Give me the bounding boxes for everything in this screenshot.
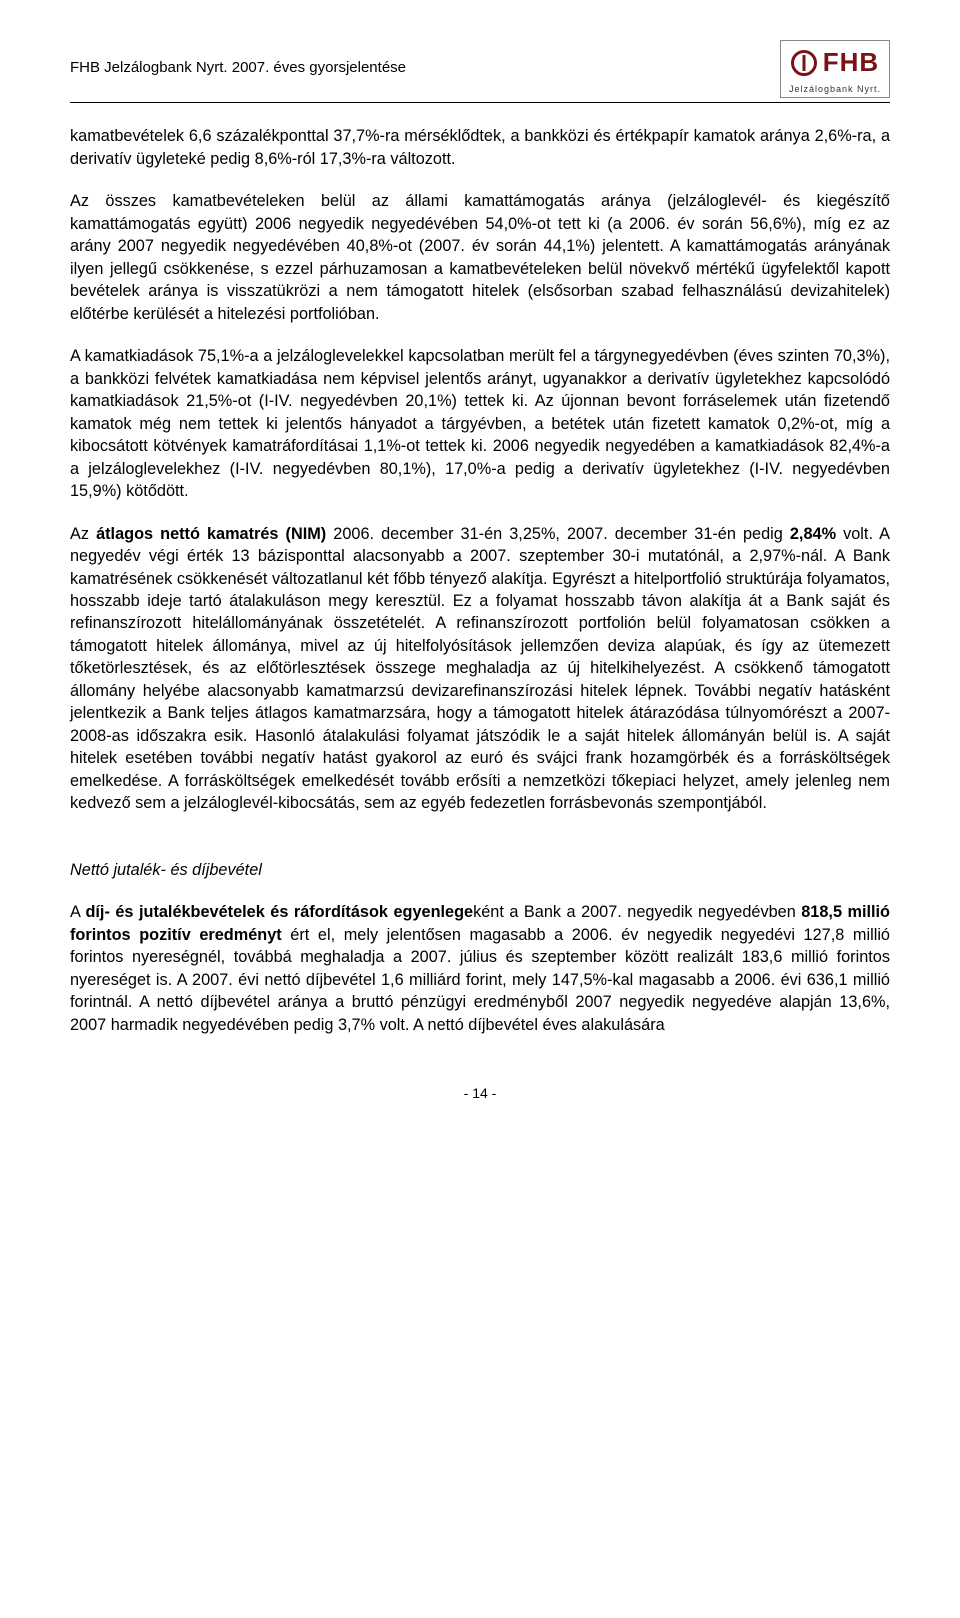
paragraph-3: A kamatkiadások 75,1%-a a jelzáloglevele… xyxy=(70,345,890,502)
p4-post: volt. A negyedév végi érték 13 bázispont… xyxy=(70,525,890,813)
p5-bold-balance: díj- és jutalékbevételek és ráfordítások… xyxy=(85,903,473,921)
paragraph-4: Az átlagos nettó kamatrés (NIM) 2006. de… xyxy=(70,523,890,815)
p4-bold-nim: átlagos nettó kamatrés (NIM) xyxy=(96,525,326,543)
paragraph-5: A díj- és jutalékbevételek és ráfordítás… xyxy=(70,901,890,1036)
p4-pre: Az xyxy=(70,525,96,543)
page-number: - 14 - xyxy=(70,1084,890,1103)
p5-mid1: ként a Bank a 2007. negyedik negyedévben xyxy=(473,903,801,921)
p5-pre: A xyxy=(70,903,85,921)
header-divider xyxy=(70,102,890,103)
p4-mid1: 2006. december 31-én 3,25%, 2007. decemb… xyxy=(326,525,790,543)
page-header: FHB Jelzálogbank Nyrt. 2007. éves gyorsj… xyxy=(70,40,890,98)
logo-brand-text: FHB xyxy=(823,45,879,81)
paragraph-2: Az összes kamatbevételeken belül az álla… xyxy=(70,190,890,325)
p4-bold-pct: 2,84% xyxy=(790,525,836,543)
section-subtitle: Nettó jutalék- és díjbevétel xyxy=(70,859,890,881)
paragraph-1: kamatbevételek 6,6 százalékponttal 37,7%… xyxy=(70,125,890,170)
brand-logo: FHB Jelzálogbank Nyrt. xyxy=(780,40,890,98)
logo-subtitle: Jelzálogbank Nyrt. xyxy=(789,83,881,95)
logo-mark-icon xyxy=(791,50,817,76)
logo-top-row: FHB xyxy=(791,45,879,81)
header-title: FHB Jelzálogbank Nyrt. 2007. éves gyorsj… xyxy=(70,40,406,79)
